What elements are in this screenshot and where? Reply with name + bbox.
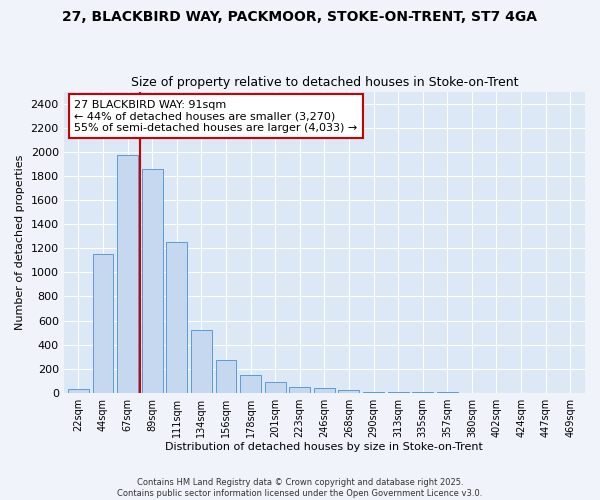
Text: 27, BLACKBIRD WAY, PACKMOOR, STOKE-ON-TRENT, ST7 4GA: 27, BLACKBIRD WAY, PACKMOOR, STOKE-ON-TR… xyxy=(62,10,538,24)
Text: Contains HM Land Registry data © Crown copyright and database right 2025.
Contai: Contains HM Land Registry data © Crown c… xyxy=(118,478,482,498)
Bar xyxy=(92,254,113,392)
X-axis label: Distribution of detached houses by size in Stoke-on-Trent: Distribution of detached houses by size … xyxy=(166,442,483,452)
Bar xyxy=(289,386,310,392)
Bar xyxy=(117,154,138,392)
Bar xyxy=(215,360,236,392)
Y-axis label: Number of detached properties: Number of detached properties xyxy=(15,154,25,330)
Text: 27 BLACKBIRD WAY: 91sqm
← 44% of detached houses are smaller (3,270)
55% of semi: 27 BLACKBIRD WAY: 91sqm ← 44% of detache… xyxy=(74,100,358,133)
Bar xyxy=(166,242,187,392)
Bar xyxy=(314,388,335,392)
Bar xyxy=(191,330,212,392)
Bar xyxy=(142,169,163,392)
Title: Size of property relative to detached houses in Stoke-on-Trent: Size of property relative to detached ho… xyxy=(131,76,518,90)
Bar xyxy=(338,390,359,392)
Bar xyxy=(265,382,286,392)
Bar xyxy=(240,374,261,392)
Bar xyxy=(68,389,89,392)
